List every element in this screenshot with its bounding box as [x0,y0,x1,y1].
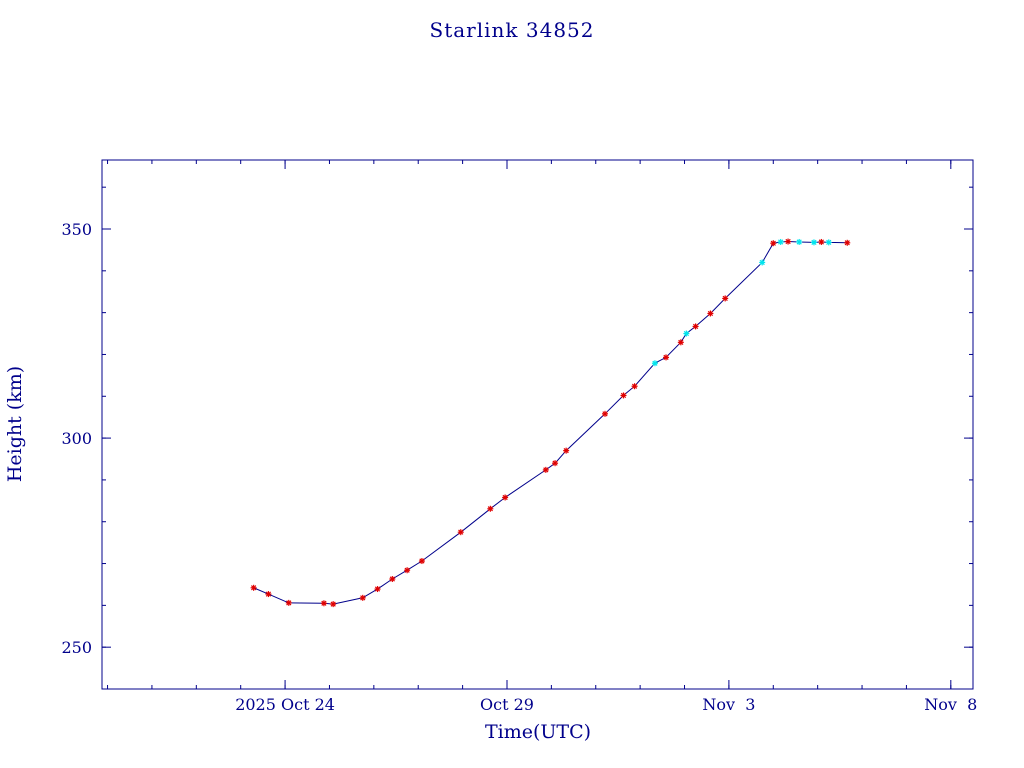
red-star-marker [389,576,396,583]
x-tick-label: Oct 29 [480,695,534,714]
cyan-star-marker [651,360,658,367]
cyan-star-marker [810,239,817,246]
x-tick-label: Nov 8 [924,695,977,714]
red-star-marker [785,238,792,245]
red-star-marker [359,594,366,601]
red-star-marker [601,410,608,417]
cyan-star-marker [759,259,766,266]
axis-tick-labels: 2025 Oct 24 Oct 29 Nov 3 Nov 8 250 300 350 [61,220,977,714]
y-tick-label: 250 [61,638,92,657]
y-axis-label: Height (km) [4,366,26,482]
data-markers [250,238,851,608]
red-star-marker [818,238,825,245]
cyan-star-marker [777,238,784,245]
height-trace-line [253,240,848,605]
cyan-star-marker [683,330,690,337]
red-star-marker [404,567,411,574]
y-tick-label: 300 [61,429,92,448]
red-star-marker [770,240,777,247]
red-star-marker [487,505,494,512]
red-star-marker [418,558,425,565]
cyan-star-marker [796,238,803,245]
red-star-marker [620,392,627,399]
red-star-marker [285,599,292,606]
red-star-marker [844,239,851,246]
red-star-marker [542,466,549,473]
red-star-marker [320,600,327,607]
x-axis-label: Time(UTC) [485,721,591,743]
red-star-marker [374,586,381,593]
red-star-marker [707,310,714,317]
red-star-marker [663,354,670,361]
red-star-marker [330,601,337,608]
axis-ticks [102,160,973,690]
red-star-marker [631,383,638,390]
red-star-marker [563,447,570,454]
red-star-marker [457,529,464,536]
red-star-marker [692,323,699,330]
red-star-marker [250,584,257,591]
x-tick-label: 2025 Oct 24 [235,695,335,714]
red-star-marker [552,460,559,467]
y-tick-label: 350 [61,220,92,239]
red-star-marker [722,295,729,302]
cyan-star-marker [825,239,832,246]
red-star-marker [265,591,272,598]
chart-title: Starlink 34852 [430,18,595,42]
plot-frame [101,159,974,690]
red-star-marker [677,339,684,346]
x-tick-label: Nov 3 [702,695,755,714]
red-star-marker [502,494,509,501]
